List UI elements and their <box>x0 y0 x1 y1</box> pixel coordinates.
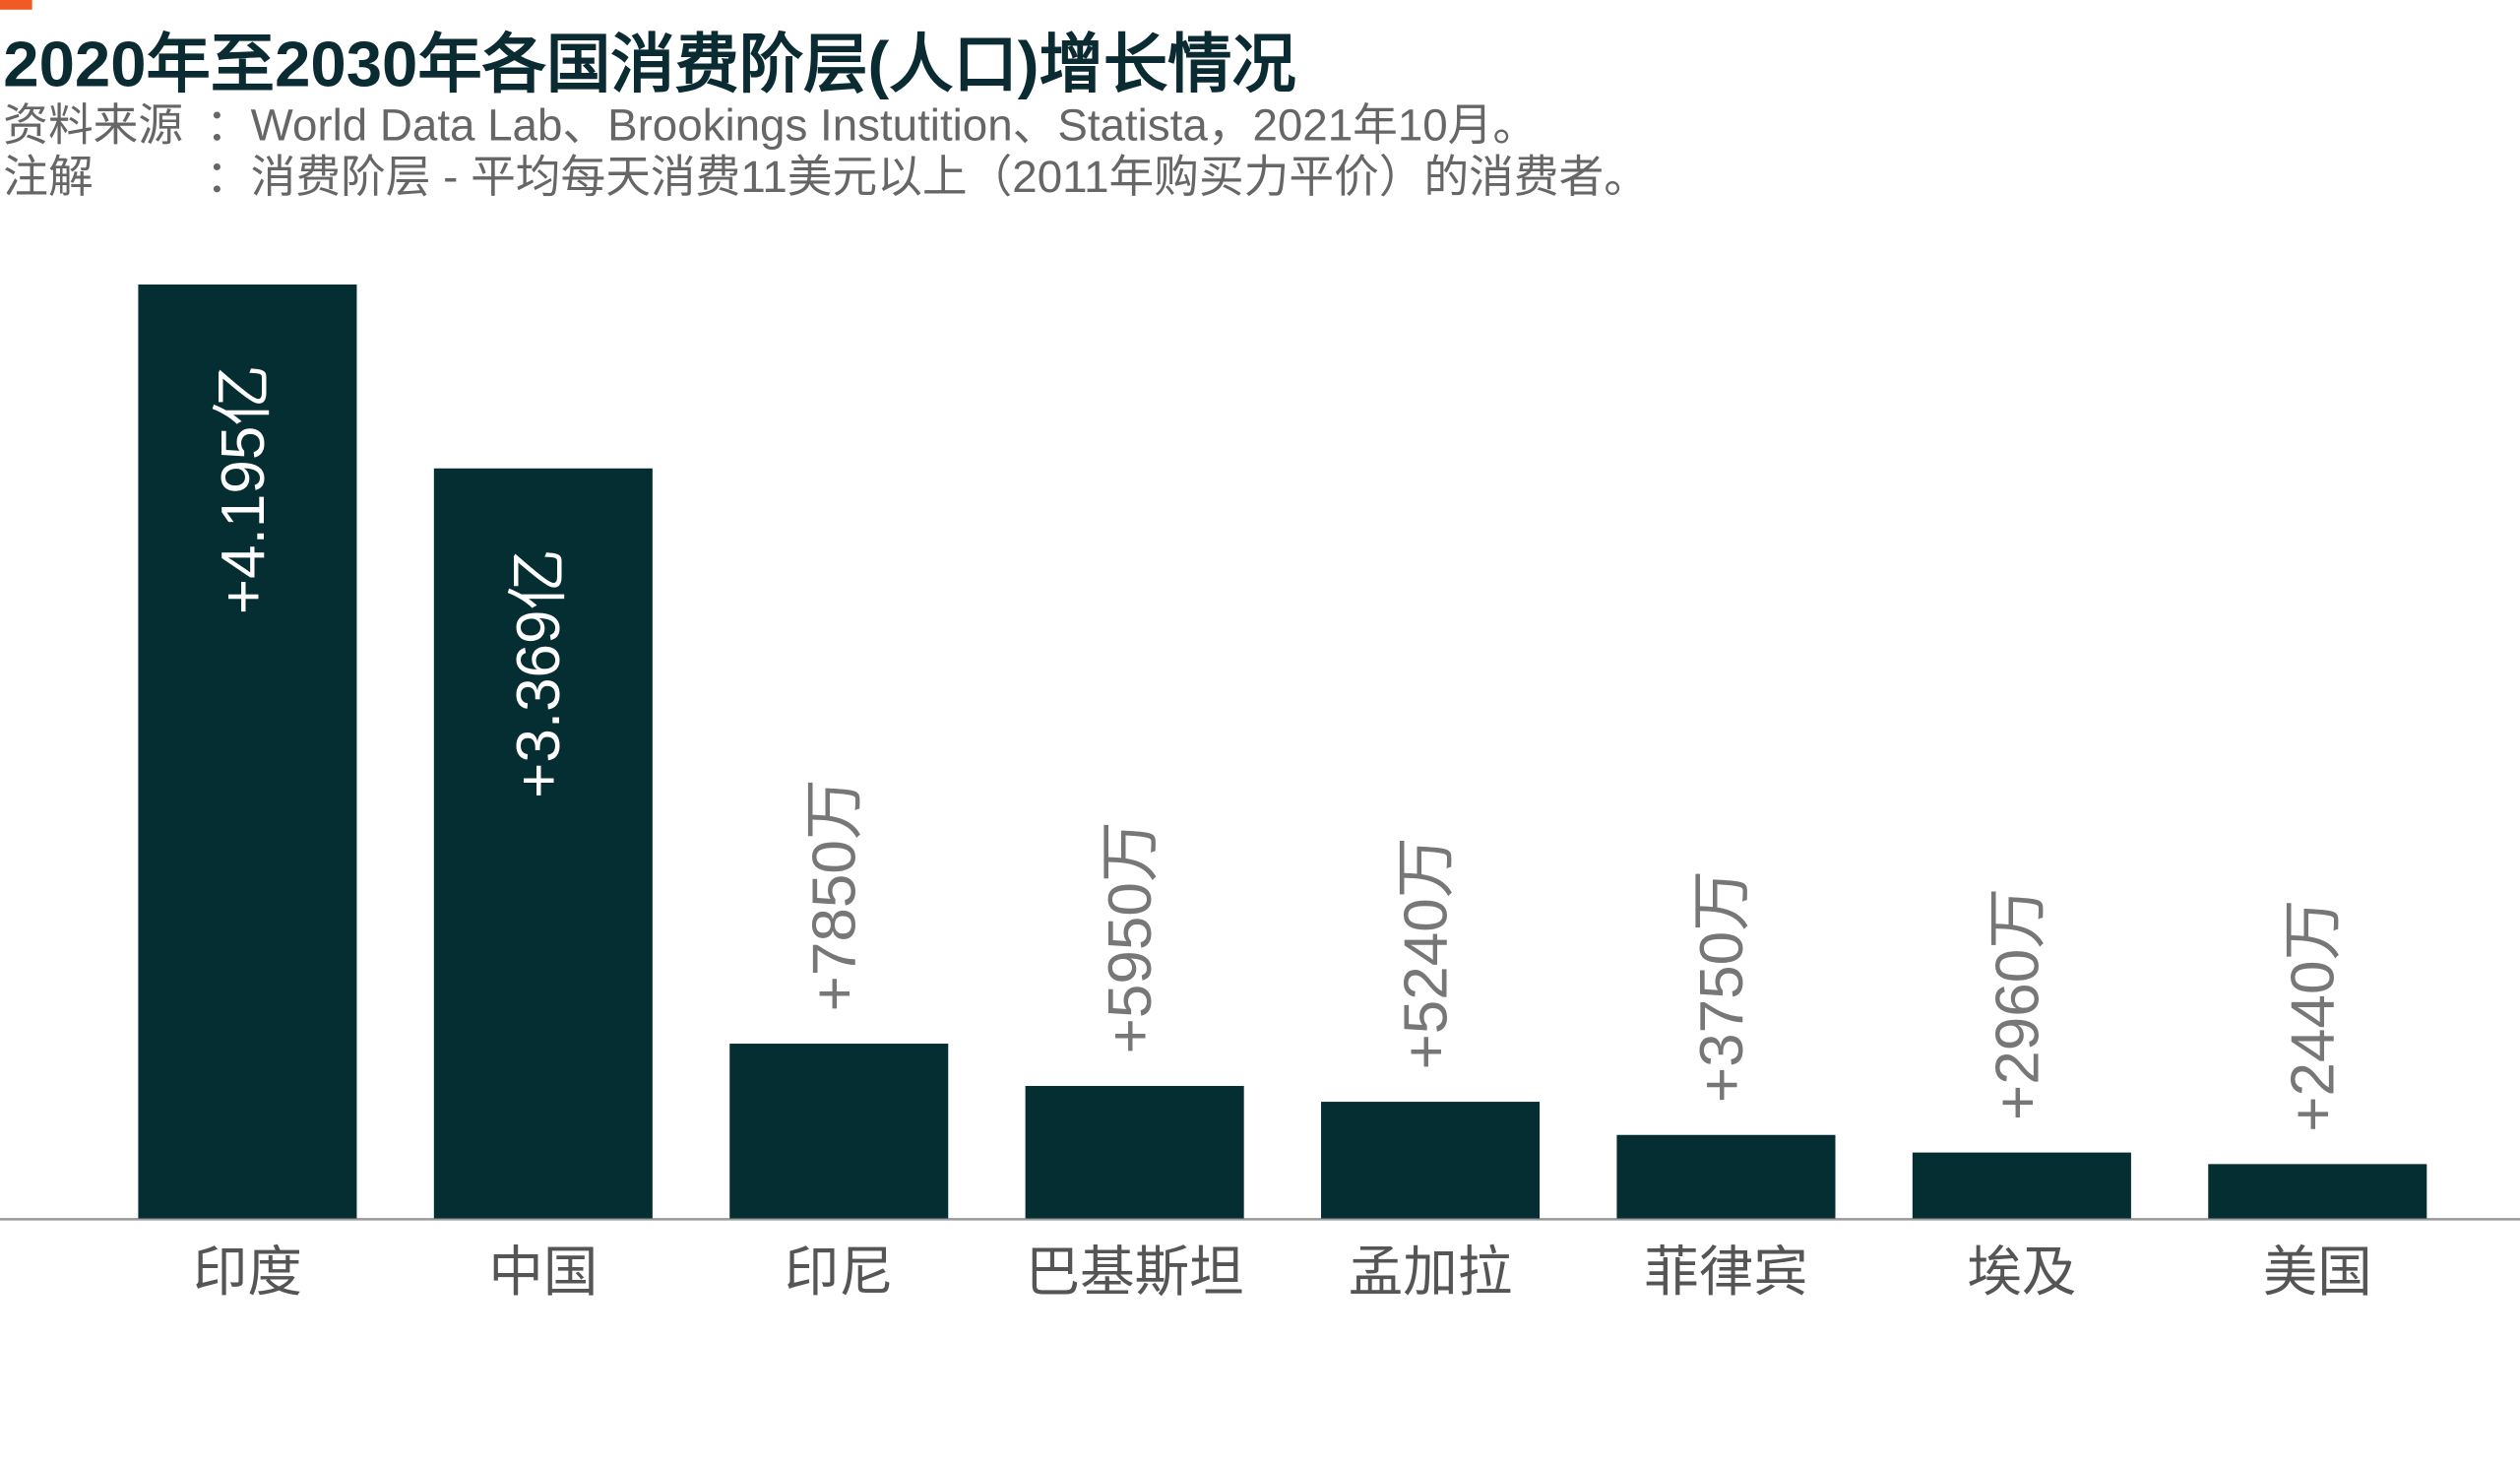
x-tick-label: 中国 <box>488 1242 598 1303</box>
bar <box>433 468 653 1219</box>
value-label: +7850万 <box>801 779 869 1011</box>
x-tick-label: 印尼 <box>785 1242 894 1303</box>
source: ：World Data Lab、Brookings Instutition、St… <box>206 100 1538 151</box>
value-label: +2960万 <box>1984 888 2051 1120</box>
value-label: +5240万 <box>1392 837 1460 1069</box>
bar <box>2208 1164 2427 1219</box>
chart-title: 2020年至2030年各国消费阶层(人口)增长情况 <box>3 28 1295 99</box>
x-tick-label: 埃及 <box>1967 1242 2076 1303</box>
value-label: +3.369亿 <box>505 548 573 798</box>
x-tick-label: 孟加拉 <box>1349 1242 1513 1303</box>
value-label: +3750万 <box>1688 870 1756 1103</box>
x-tick-label: 印度 <box>193 1242 302 1303</box>
bar <box>729 1044 949 1219</box>
value-label: +4.195亿 <box>210 365 278 615</box>
bar <box>1025 1086 1244 1219</box>
source-label: 资料来源 <box>3 100 183 151</box>
value-label: +2440万 <box>2280 899 2348 1131</box>
x-tick-label: 菲律宾 <box>1644 1242 1808 1303</box>
bar <box>1912 1152 2131 1219</box>
x-tick-label: 美国 <box>2263 1242 2372 1303</box>
value-label: +5950万 <box>1097 821 1165 1053</box>
bar <box>138 284 357 1219</box>
bar <box>1321 1102 1541 1219</box>
note: ：消费阶层 - 平均每天消费11美元以上（2011年购买力平价）的消费者。 <box>206 152 1649 202</box>
accent-bar <box>0 0 32 10</box>
x-tick-label: 巴基斯坦 <box>1026 1242 1244 1303</box>
note-label: 注解 <box>3 152 93 202</box>
bar <box>1616 1134 1836 1219</box>
